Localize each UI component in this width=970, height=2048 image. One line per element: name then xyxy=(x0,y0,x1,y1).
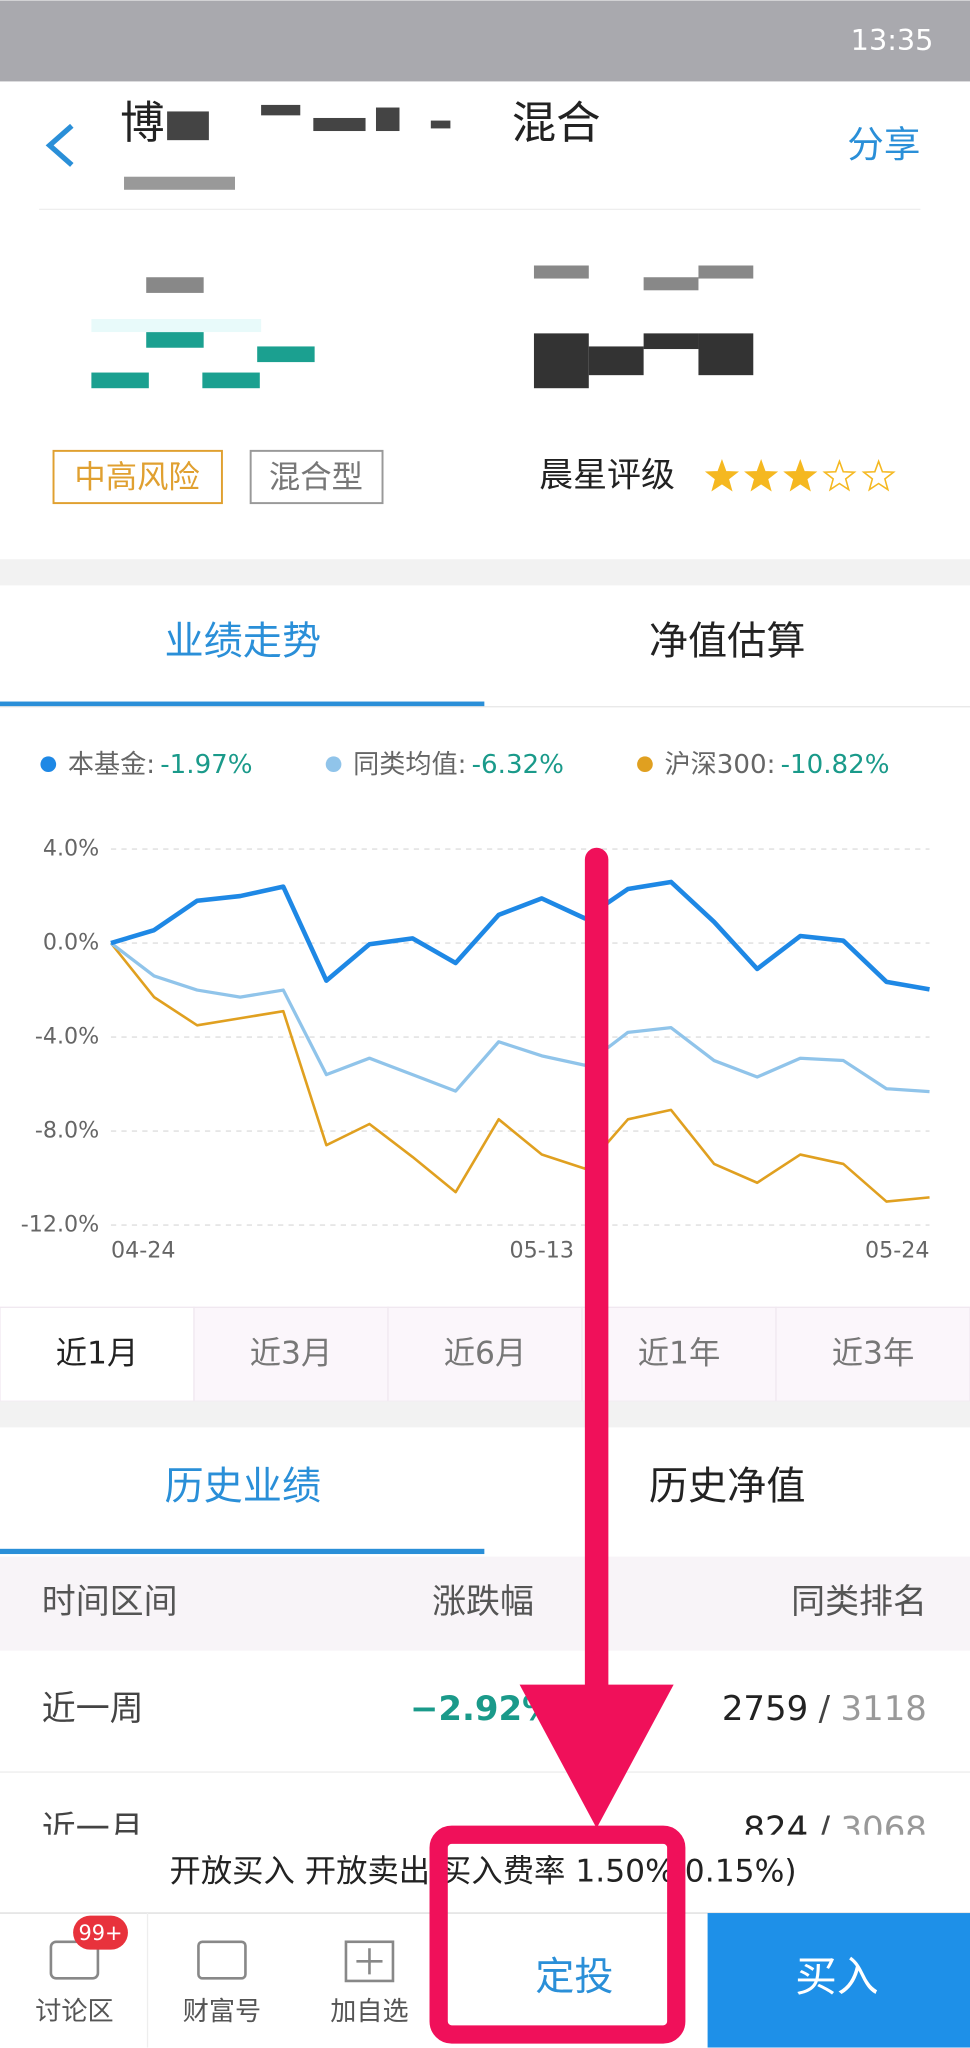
tab-active[interactable]: 业绩走势 xyxy=(165,620,322,665)
period-cell xyxy=(387,1306,583,1402)
arrow-head xyxy=(519,1684,674,1829)
cell-rank: 2759 xyxy=(722,1689,808,1729)
legend-value: -1.97% xyxy=(160,750,252,780)
plan-button[interactable]: 定投 xyxy=(535,1955,613,2000)
nav-wealth[interactable]: 财富号 xyxy=(183,1997,261,2027)
badge xyxy=(73,1915,128,1950)
risk-tag xyxy=(52,449,223,505)
wealth-icon xyxy=(197,1940,247,1980)
cell-total: 3118 xyxy=(841,1689,927,1729)
period-tab[interactable]: 近1年 xyxy=(638,1335,721,1371)
star xyxy=(822,459,857,492)
annotation-overlay xyxy=(429,847,686,2044)
star xyxy=(861,459,896,492)
y-tick-label: -12.0% xyxy=(21,1212,100,1238)
watch-icon xyxy=(344,1940,395,1983)
series-line xyxy=(110,879,930,992)
th: 涨跌幅 xyxy=(432,1582,534,1622)
buy-button[interactable]: 买入 xyxy=(795,1952,879,2001)
x-tick-label: 05-13 xyxy=(510,1238,574,1264)
tab[interactable]: 净值估算 xyxy=(649,620,806,665)
risk-tag-text: 中高风险 xyxy=(74,459,199,495)
star xyxy=(744,459,779,492)
y-tick-label: 0.0% xyxy=(43,930,99,956)
nav-discuss[interactable]: 讨论区 xyxy=(35,1997,113,2027)
legend-dot xyxy=(40,756,57,773)
status-bar xyxy=(0,0,970,82)
star xyxy=(704,459,739,492)
period-tab[interactable]: 近1月 xyxy=(56,1335,139,1371)
info-bar xyxy=(0,1834,970,1914)
series-line xyxy=(109,942,930,1203)
period-tab[interactable]: 近3月 xyxy=(250,1335,333,1371)
legend-dot xyxy=(637,756,653,773)
th: 同类排名 xyxy=(791,1582,927,1622)
y-tick-label: -8.0% xyxy=(35,1118,99,1144)
section-gap xyxy=(0,1401,970,1428)
rating-label: 晨星评级 xyxy=(539,455,675,495)
legend-value: -6.32% xyxy=(472,750,564,780)
y-tick-label: 4.0% xyxy=(43,836,99,862)
fund-title: 博 xyxy=(120,98,164,149)
y-tick-label: -4.0% xyxy=(35,1024,99,1050)
tab-active[interactable]: 历史业绩 xyxy=(165,1464,322,1509)
buy-button-bg[interactable] xyxy=(707,1913,970,2048)
highlight-box xyxy=(429,1825,686,2044)
period-cell xyxy=(581,1306,777,1402)
badge-text: 99+ xyxy=(78,1921,122,1945)
tab-underline xyxy=(0,1548,485,1555)
period-tab[interactable]: 近3年 xyxy=(832,1335,915,1371)
clock: 13:35 xyxy=(851,23,934,57)
legend-name: 同类均值 xyxy=(353,750,457,780)
type-tag-text: 混合型 xyxy=(269,459,363,495)
legend-name: 沪深300 xyxy=(665,750,767,780)
period-cell xyxy=(193,1306,389,1402)
plus-icon xyxy=(356,1948,383,1975)
series-line xyxy=(109,941,930,1094)
discuss-icon xyxy=(49,1940,100,1980)
legend-sep: : xyxy=(458,750,467,780)
legend-sep: : xyxy=(146,750,155,780)
type-tag xyxy=(249,449,384,505)
legend-sep: : xyxy=(767,750,776,780)
redacted xyxy=(124,104,451,190)
tab-underline xyxy=(0,701,485,707)
cell-sep: / xyxy=(819,1689,831,1729)
back-button[interactable] xyxy=(45,123,74,167)
th: 时间区间 xyxy=(42,1582,178,1622)
x-tick-label: 05-24 xyxy=(865,1238,929,1264)
table-header xyxy=(0,1556,970,1651)
redacted xyxy=(91,265,754,389)
star xyxy=(783,459,818,492)
legend-value: -10.82% xyxy=(781,750,890,780)
legend-dot xyxy=(325,756,342,773)
info-text: 开放买入 开放卖出 买入费率 1.50% 0.15%) xyxy=(170,1854,797,1890)
period-tab[interactable]: 近6月 xyxy=(444,1335,527,1371)
share-button[interactable]: 分享 xyxy=(847,123,920,166)
nav-watch[interactable]: 加自选 xyxy=(330,1997,408,2027)
tab[interactable]: 历史净值 xyxy=(649,1464,806,1509)
section-gap xyxy=(0,559,970,586)
fund-title-end: 混合 xyxy=(512,98,601,149)
x-tick-label: 04-24 xyxy=(111,1238,175,1264)
legend-name: 本基金 xyxy=(68,750,146,780)
cell-period: 近一周 xyxy=(42,1689,144,1729)
